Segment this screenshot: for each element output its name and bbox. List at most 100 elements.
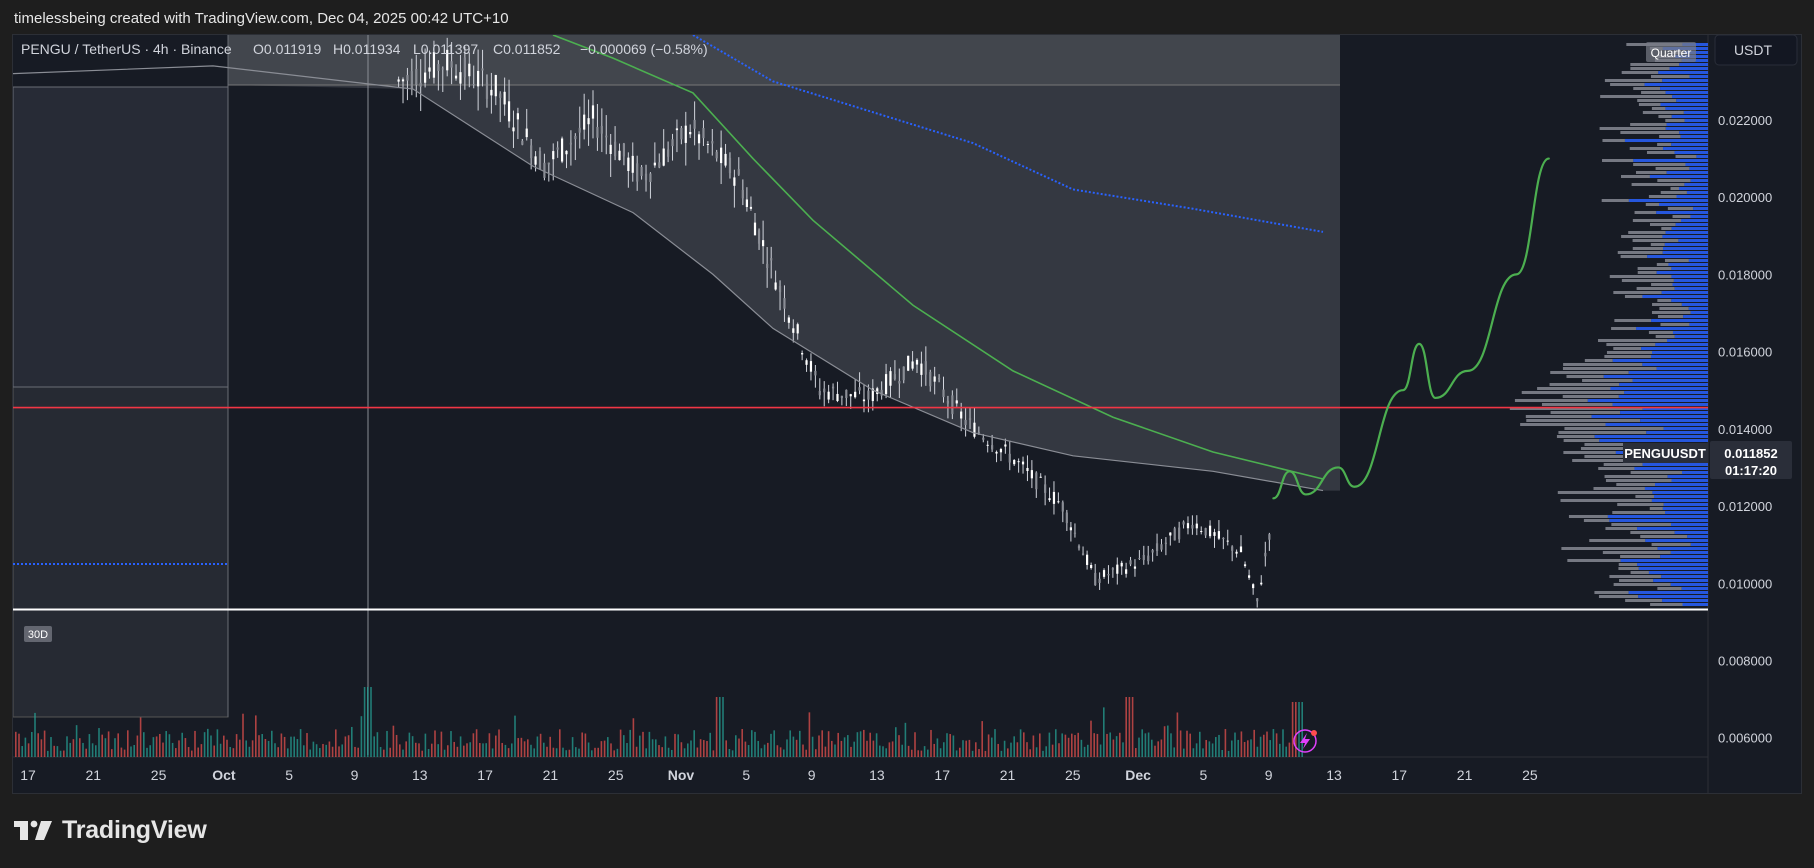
quarter-tag-bg[interactable] bbox=[1646, 42, 1696, 62]
profile-bar-gray bbox=[1601, 199, 1629, 202]
profile-bar-blue bbox=[1651, 355, 1708, 358]
volume-bar bbox=[1275, 733, 1278, 757]
lightning-alert-icon[interactable] bbox=[1293, 729, 1317, 753]
volume-bar bbox=[527, 739, 529, 757]
candle-body bbox=[689, 132, 692, 135]
chart-frame[interactable]: 0.022000 0.020000 0.018000 0.016000 0.014000… bbox=[12, 34, 1802, 794]
profile-bar-blue bbox=[1653, 579, 1708, 582]
volume-bar bbox=[1119, 732, 1121, 757]
profile-bar-gray bbox=[1657, 315, 1684, 318]
candle-body bbox=[640, 166, 643, 176]
candle-body bbox=[552, 151, 555, 160]
candle-body bbox=[680, 127, 683, 140]
candle-body bbox=[1248, 575, 1251, 578]
currency-button[interactable]: USDT bbox=[1734, 42, 1773, 58]
profile-bar-gray bbox=[1648, 195, 1677, 198]
candle-body bbox=[459, 72, 462, 84]
green-ma-line bbox=[552, 34, 1324, 480]
candle-body bbox=[880, 389, 883, 396]
volume-bar bbox=[1291, 702, 1294, 757]
candle-body bbox=[1129, 560, 1132, 565]
profile-bar-gray bbox=[1632, 219, 1681, 222]
volume-bar bbox=[130, 746, 132, 757]
candle-body bbox=[547, 162, 550, 165]
profile-bar-gray bbox=[1537, 387, 1611, 390]
time-tick-label: 17 bbox=[20, 767, 36, 783]
volume-bar bbox=[456, 746, 459, 757]
volume-bar bbox=[402, 749, 404, 757]
profile-bar-gray bbox=[1637, 271, 1657, 274]
projection-path[interactable] bbox=[1272, 157, 1550, 500]
candle-body bbox=[933, 376, 936, 382]
time-axis[interactable]: 17 21 25 Oct 5 9 13 17 21 25 Nov 5 9 13 17 21 25 Dec 5 9 13 1… bbox=[20, 767, 1538, 783]
candle-body bbox=[653, 162, 656, 166]
candle-body bbox=[1133, 566, 1137, 569]
volume-bar bbox=[1154, 745, 1156, 757]
volume-bar bbox=[159, 733, 161, 757]
currency-button-bg[interactable] bbox=[1714, 34, 1798, 66]
profile-bar-gray bbox=[1562, 367, 1657, 370]
profile-bar-gray bbox=[1657, 587, 1682, 590]
volume-bar bbox=[162, 742, 164, 757]
profile-bar-blue bbox=[1661, 291, 1708, 294]
volume-bar bbox=[1179, 730, 1182, 757]
volume-bar bbox=[1035, 747, 1038, 757]
profile-bar-gray bbox=[1633, 87, 1661, 90]
candle-body bbox=[631, 155, 634, 173]
volume-bar bbox=[290, 736, 292, 757]
volume-bar bbox=[488, 733, 491, 757]
price-axis[interactable]: 0.022000 0.020000 0.018000 0.016000 0.014000… bbox=[1718, 113, 1772, 746]
volume-bar bbox=[120, 747, 123, 757]
candle-body bbox=[1044, 484, 1047, 493]
volume-bar bbox=[693, 730, 695, 757]
candle-body bbox=[862, 399, 866, 402]
profile-bar-gray bbox=[1651, 543, 1691, 546]
volume-bar bbox=[1106, 733, 1108, 757]
range-30d-button[interactable]: 30D bbox=[28, 629, 48, 641]
volume-bar bbox=[1122, 742, 1124, 757]
volume-bar bbox=[607, 737, 609, 757]
profile-bar-gray bbox=[1566, 375, 1604, 378]
time-tick-label: Oct bbox=[212, 767, 236, 783]
volume-bar bbox=[235, 734, 238, 757]
candle-body bbox=[622, 143, 626, 157]
volume-bar bbox=[280, 733, 283, 757]
volume-bar bbox=[1173, 747, 1175, 757]
volume-bar bbox=[37, 733, 39, 757]
quarter-tag[interactable]: Quarter bbox=[1651, 46, 1692, 60]
range-30d-bg[interactable] bbox=[24, 626, 52, 642]
candle-body bbox=[720, 147, 723, 164]
profile-bar-blue bbox=[1690, 179, 1708, 182]
profile-bar-gray bbox=[1631, 183, 1685, 186]
volume-bar bbox=[1128, 697, 1131, 757]
chart-canvas[interactable]: 0.022000 0.020000 0.018000 0.016000 0.014000… bbox=[12, 34, 1801, 793]
profile-bar-blue bbox=[1587, 399, 1708, 402]
profile-bar-blue bbox=[1603, 375, 1708, 378]
volume-bar bbox=[1205, 739, 1207, 757]
profile-bar-blue bbox=[1662, 251, 1708, 254]
volume-bar bbox=[578, 748, 580, 757]
candle-body bbox=[1160, 544, 1163, 550]
volume-bar bbox=[888, 742, 891, 757]
volume-bar bbox=[1061, 733, 1063, 757]
profile-bar-blue bbox=[1633, 159, 1708, 162]
profile-bar-gray bbox=[1600, 95, 1673, 98]
last-price-countdown: 01:17:20 bbox=[1725, 463, 1777, 478]
volume-bar bbox=[757, 740, 759, 757]
volume-bar bbox=[27, 743, 30, 757]
footer: TradingView bbox=[14, 812, 207, 848]
profile-bar-blue bbox=[1662, 507, 1708, 510]
profile-bar-gray bbox=[1525, 415, 1592, 418]
volume-bar bbox=[389, 747, 391, 757]
candle-body bbox=[823, 388, 826, 393]
price-tick-label: 0.018000 bbox=[1718, 267, 1772, 282]
profile-bar-blue bbox=[1685, 163, 1708, 166]
volume-bar bbox=[968, 739, 971, 757]
profile-bar-blue bbox=[1667, 475, 1708, 478]
volume-bar bbox=[408, 732, 411, 757]
volume-bar bbox=[632, 718, 635, 757]
profile-bar-gray bbox=[1657, 179, 1691, 182]
candle-body bbox=[724, 153, 727, 166]
profile-bar-gray bbox=[1620, 555, 1661, 558]
volume-bar bbox=[738, 738, 740, 757]
